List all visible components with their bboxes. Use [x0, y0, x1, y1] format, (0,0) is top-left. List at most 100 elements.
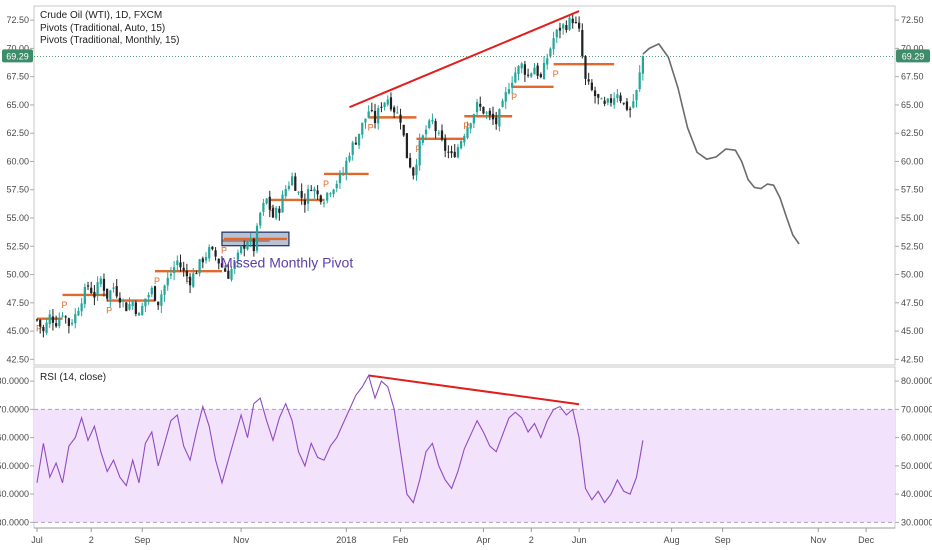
candle-body [495, 117, 498, 125]
candle-body [39, 319, 42, 327]
candle-body [380, 106, 383, 108]
candle-body [233, 261, 236, 270]
candle-body [460, 141, 463, 149]
candle-body [469, 123, 472, 129]
candle-body [131, 301, 134, 307]
candle-body [418, 140, 421, 166]
candle-body [345, 160, 348, 174]
pivot-label: P [269, 205, 275, 215]
candle-body [160, 294, 163, 306]
pivot-label: P [511, 92, 517, 102]
time-tick-label: Jun [572, 535, 587, 545]
candle-body [214, 250, 217, 257]
candle-body [616, 94, 619, 99]
candle-body [255, 225, 259, 251]
candle-body [217, 258, 220, 264]
price-tick-label-right: 50.00 [901, 270, 924, 280]
rsi-title: RSI (14, close) [40, 372, 106, 383]
rsi-tick-label-left: 40.0000 [0, 489, 29, 499]
candle-body [265, 198, 268, 204]
projected-path [642, 43, 800, 245]
candle-body [230, 269, 233, 280]
rsi-band [34, 409, 895, 523]
candle-body [118, 297, 122, 303]
price-tick-label-left: 65.00 [6, 100, 29, 110]
pivot-label: P [154, 276, 160, 286]
candle-body [514, 72, 517, 83]
candle-body [530, 73, 533, 77]
candle-body [319, 195, 322, 203]
time-tick-label: Dec [858, 535, 875, 545]
pivot-label: P [415, 144, 421, 154]
pivot-label: P [62, 300, 68, 310]
price-tick-label-right: 47.50 [901, 298, 924, 308]
candle-body [402, 124, 405, 136]
candle-body [364, 118, 367, 123]
candle-body [141, 305, 144, 315]
candle-body [316, 190, 319, 195]
candle-body [415, 164, 418, 176]
candle-body [201, 258, 204, 263]
candle-body [102, 278, 106, 291]
price-tick-label-left: 47.50 [6, 298, 29, 308]
candle-body [412, 167, 415, 176]
candle-body [552, 38, 555, 50]
candle-body [86, 285, 90, 287]
rsi-tick-label-left: 60.0000 [0, 433, 29, 443]
candle-body [236, 252, 240, 260]
candle-body [268, 196, 271, 210]
price-tick-label-right: 57.50 [901, 185, 924, 195]
candle-body [450, 151, 453, 154]
candle-body [179, 262, 182, 268]
candle-body [625, 101, 629, 110]
candle-body [632, 101, 635, 108]
candle-body [125, 302, 128, 312]
candle-body [166, 277, 169, 286]
pivot-label: P [368, 122, 374, 132]
candle-body [153, 286, 157, 301]
candle-body [635, 90, 638, 101]
candle-body [300, 191, 303, 198]
price-tick-label-right: 72.50 [901, 15, 924, 25]
candle-body [243, 245, 246, 249]
candle-body [157, 301, 160, 306]
candle-body [281, 194, 284, 213]
candle-body [83, 286, 86, 305]
indicator-legend: Pivots (Traditional, Monthly, 15) [40, 35, 180, 46]
time-tick-label: Sep [134, 535, 150, 545]
pivot-label: P [221, 246, 227, 256]
candle-body [498, 109, 501, 127]
candle-body [485, 112, 488, 114]
candle-body [342, 173, 345, 175]
price-tick-label-left: 52.50 [6, 241, 29, 251]
candle-body [619, 95, 622, 102]
candle-body [348, 155, 351, 161]
price-tick-label-right: 52.50 [901, 241, 924, 251]
candle-body [322, 202, 326, 204]
candle-body [173, 267, 176, 273]
candle-body [370, 110, 373, 112]
rsi-tick-label-left: 70.0000 [0, 404, 29, 414]
candle-body [546, 58, 549, 65]
candle-body [335, 183, 338, 189]
candle-body [590, 82, 593, 90]
candle-body [115, 286, 118, 297]
candle-body [593, 90, 597, 97]
time-tick-label: 2018 [336, 535, 356, 545]
candle-body [472, 114, 475, 124]
candle-body [479, 103, 482, 107]
candle-body [581, 29, 584, 57]
candle-body [568, 17, 571, 30]
candle-body [163, 285, 166, 295]
candle-body [482, 106, 485, 114]
candle-body [150, 287, 153, 295]
rsi-tick-label-left: 50.0000 [0, 461, 29, 471]
missed-pivot-annotation: Missed Monthly Pivot [221, 255, 353, 271]
last-price-label-right: 69.29 [902, 51, 925, 61]
candle-body [603, 100, 606, 104]
price-tick-label-right: 62.50 [901, 128, 924, 138]
candle-body [278, 208, 281, 213]
candle-body [220, 263, 224, 268]
